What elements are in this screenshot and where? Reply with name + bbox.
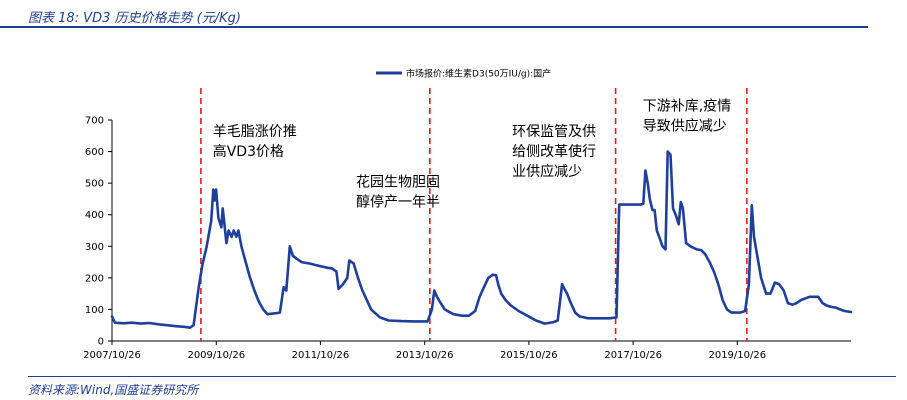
y-tick-label: 0 <box>98 337 104 348</box>
x-tick-label: 2015/10/26 <box>500 350 558 361</box>
legend-label: 市场报价:维生素D3(50万IU/g):国产 <box>406 68 551 80</box>
y-tick-label: 300 <box>85 242 104 253</box>
y-tick-label: 600 <box>85 147 104 158</box>
y-tick-label: 100 <box>85 305 104 316</box>
x-tick-label: 2009/10/26 <box>187 350 245 361</box>
source-note: 资料来源:Wind,国盛证券研究所 <box>28 383 199 397</box>
series-line <box>110 150 853 330</box>
figure-header: 图表 18: VD3 历史价格走势 (元/Kg) <box>28 4 888 26</box>
x-tick-label: 2017/10/26 <box>604 350 662 361</box>
y-tick-label: 400 <box>85 210 104 221</box>
x-tick-label: 2019/10/26 <box>708 350 766 361</box>
footer-rule <box>28 376 896 377</box>
annotation-text: 羊毛脂涨价推 <box>213 124 297 140</box>
y-tick-label: 700 <box>85 116 104 127</box>
annotation-text: 高VD3价格 <box>213 143 284 160</box>
annotation-text: 环保监管及供 <box>512 124 596 140</box>
annotation-text: 给侧改革使行 <box>512 143 596 160</box>
annotation-text: 下游补库,疫情 <box>643 99 731 115</box>
y-tick-label: 500 <box>85 179 104 190</box>
figure-title: 图表 18: VD3 历史价格走势 (元/Kg) <box>28 11 241 26</box>
y-tick-label: 200 <box>85 273 104 284</box>
header-rule <box>0 26 868 28</box>
annotation-text: 导致供应减少 <box>643 118 727 135</box>
annotation-text: 醇停产一年半 <box>356 193 440 210</box>
x-tick-label: 2007/10/26 <box>83 350 141 361</box>
annotation-text: 业供应减少 <box>512 163 582 180</box>
x-tick-label: 2011/10/26 <box>292 350 350 361</box>
x-tick-label: 2013/10/26 <box>396 350 454 361</box>
annotation-text: 花园生物胆固 <box>356 174 440 190</box>
